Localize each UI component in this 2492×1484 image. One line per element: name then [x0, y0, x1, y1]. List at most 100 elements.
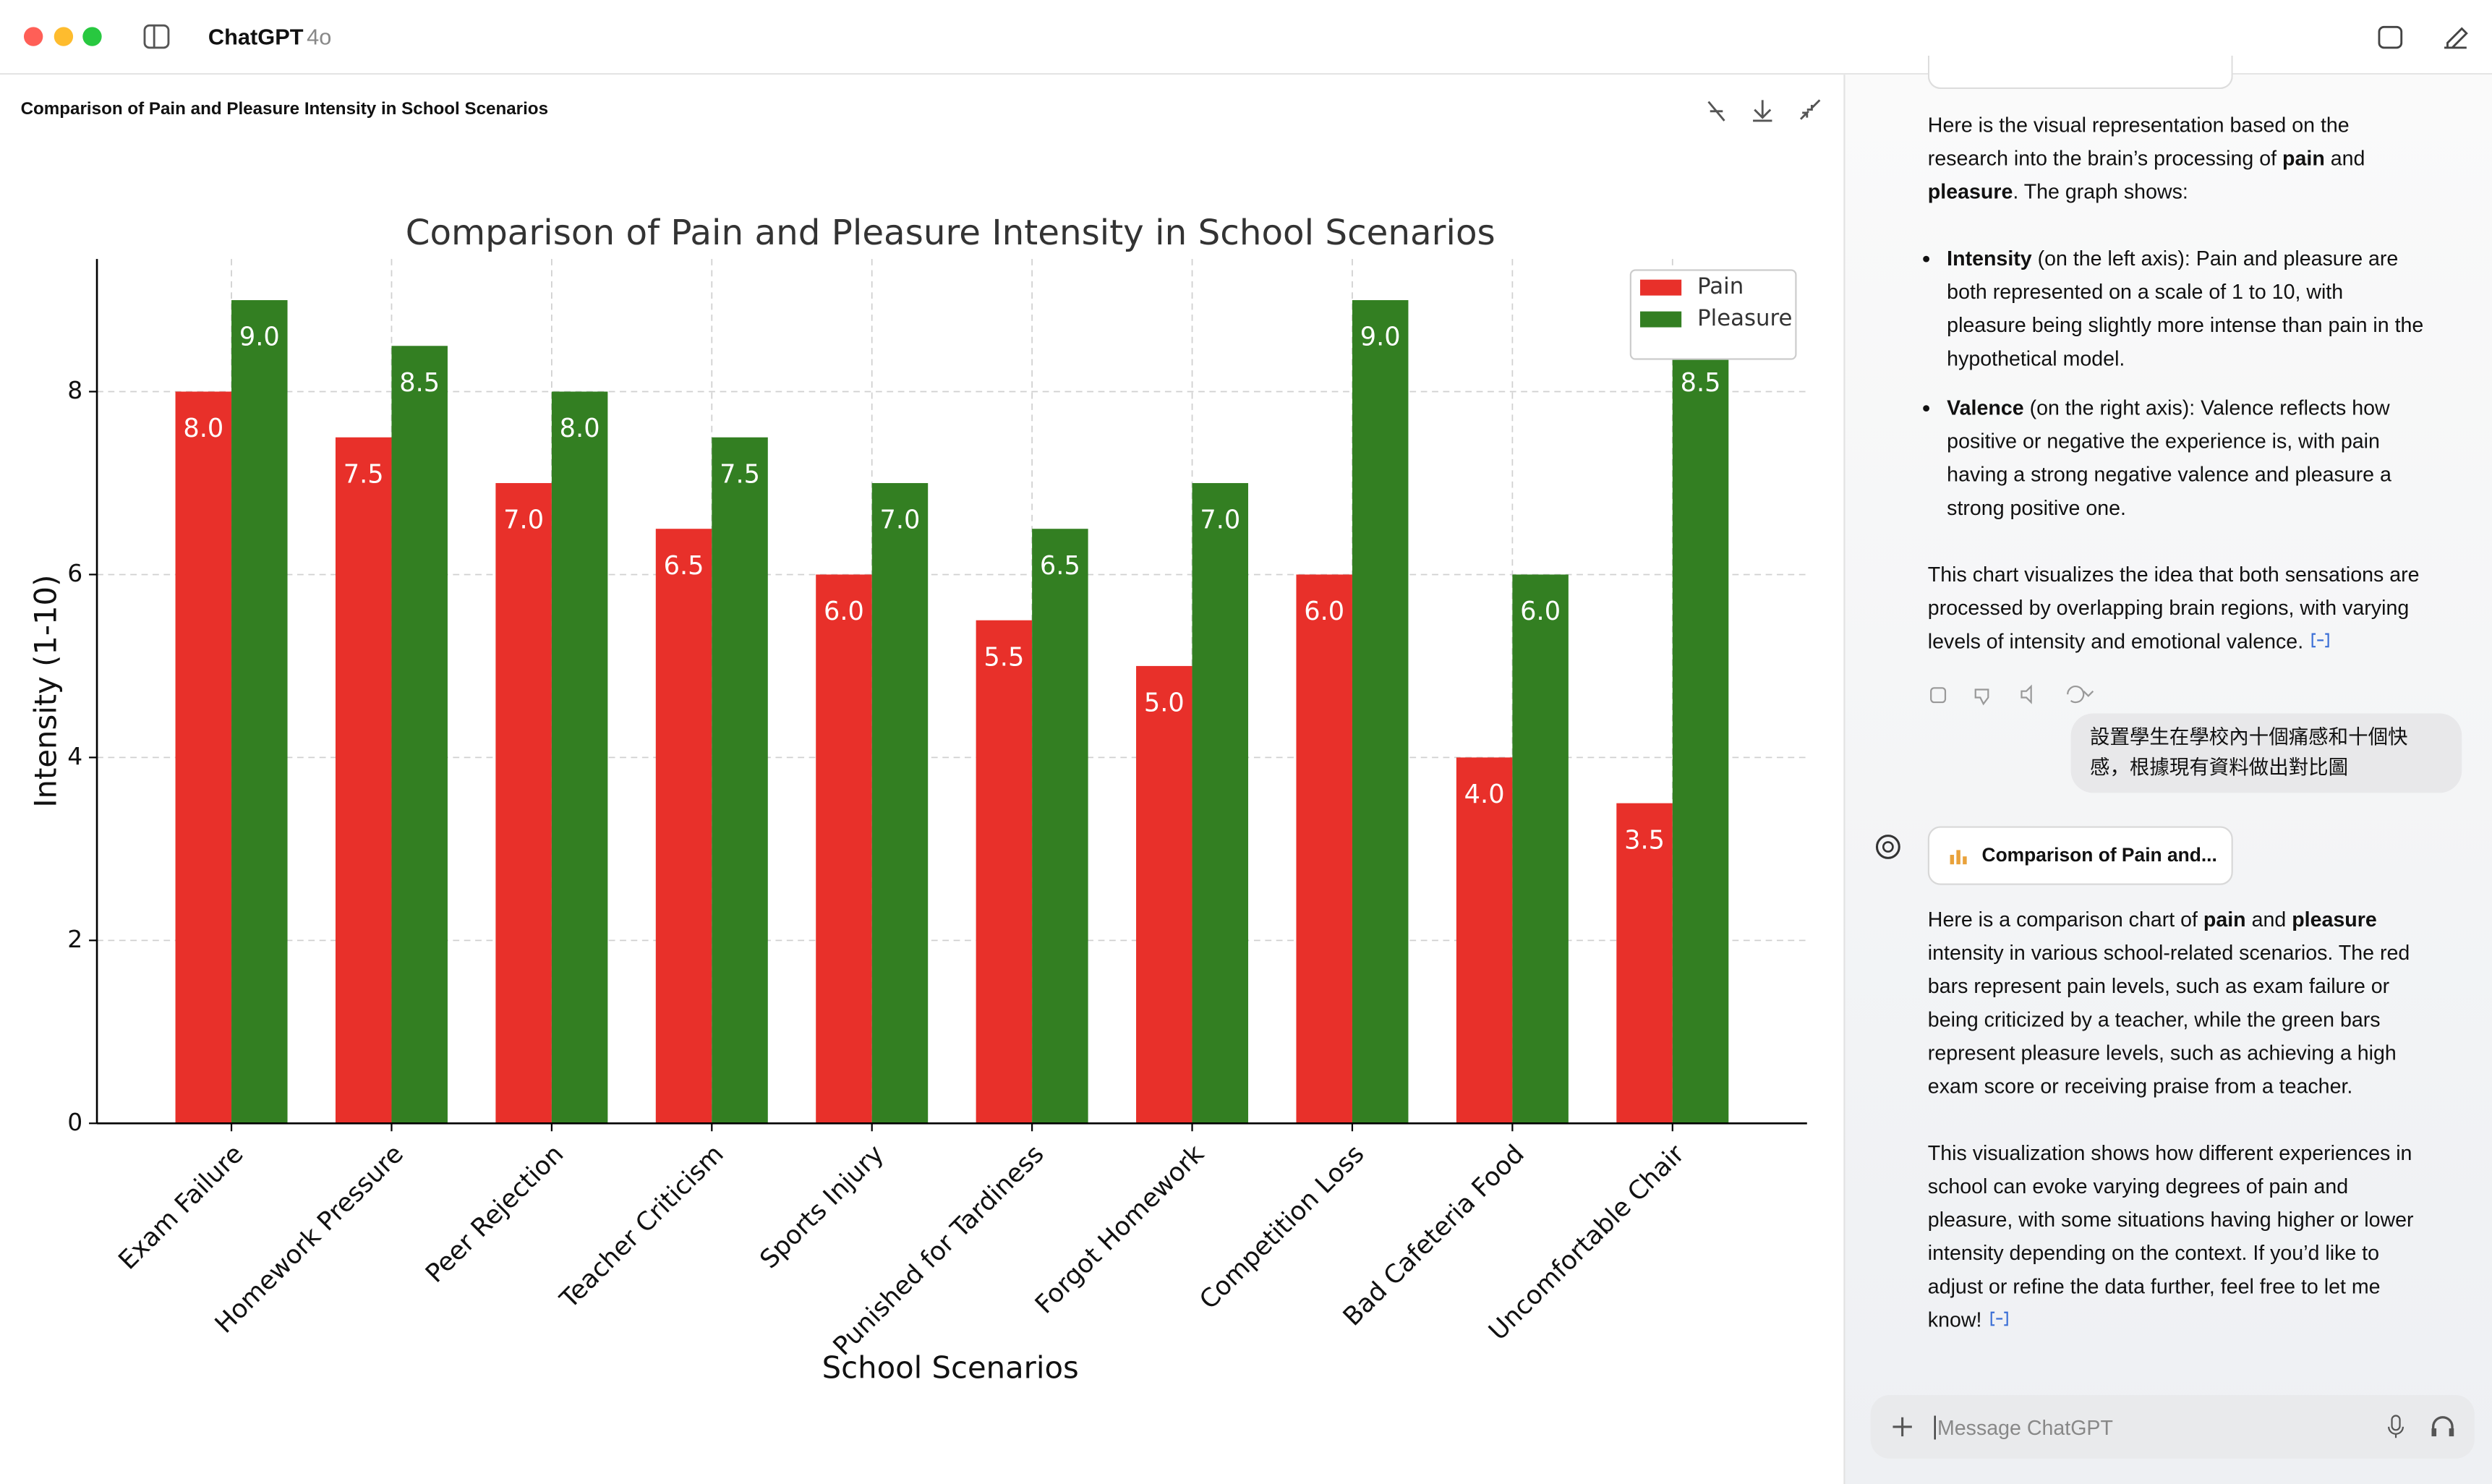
- text-run: This chart visualizes the idea that both…: [1927, 562, 2420, 653]
- bold-text: pleasure: [1927, 179, 2013, 204]
- text-run: Here is a comparison chart of: [1927, 907, 2203, 931]
- sidebar-toggle[interactable]: [143, 24, 170, 49]
- share-icon[interactable]: [2378, 25, 2403, 49]
- x-tick-label: Bad Cafeteria Food: [1337, 1139, 1529, 1331]
- toolbar-icons: [2378, 25, 2468, 49]
- close-button[interactable]: [23, 27, 43, 46]
- bar: [1296, 574, 1352, 1124]
- bar: [391, 346, 448, 1124]
- app-name[interactable]: ChatGPT: [208, 23, 304, 50]
- text-run: and: [2245, 907, 2292, 931]
- bar: [871, 482, 929, 1124]
- previous-card[interactable]: [1927, 55, 2233, 90]
- x-tick-label: Teacher Criticism: [554, 1139, 730, 1315]
- bold-text: Valence: [1947, 396, 2024, 420]
- bullet-item: Intensity (on the left axis): Pain and p…: [1947, 242, 2423, 375]
- bold-text: pain: [2203, 907, 2246, 931]
- bullet-item: Valence (on the right axis): Valence ref…: [1947, 391, 2423, 524]
- bar: [712, 437, 768, 1124]
- paragraph: Here is the visual representation based …: [1928, 108, 2424, 208]
- regenerate-icon[interactable]: [2067, 686, 2085, 704]
- minimize-button[interactable]: [54, 27, 74, 46]
- value-label: 7.0: [1200, 506, 1240, 535]
- bullet-list: Intensity (on the left axis): Pain and p…: [1928, 242, 2424, 524]
- mic-button[interactable]: [2391, 1415, 2401, 1431]
- bar: [976, 620, 1033, 1124]
- bar: [1456, 757, 1513, 1124]
- model-name[interactable]: 4o: [307, 23, 332, 50]
- chat-panel: Here is the visual representation based …: [1843, 55, 2492, 1484]
- bar: [335, 437, 392, 1124]
- text-run: This visualization shows how different e…: [1927, 1140, 2414, 1332]
- voice-mode-button[interactable]: [2432, 1416, 2454, 1432]
- input-placeholder: Message ChatGPT: [1934, 1415, 2113, 1440]
- text-run: . The graph shows:: [2013, 179, 2188, 204]
- user-message: 設置學生在學校內十個痛感和十個快感，根據現有資料做出對比圖: [2070, 713, 2462, 793]
- text-run: and: [2324, 146, 2365, 171]
- value-label: 6.0: [1520, 597, 1561, 626]
- value-label: 8.0: [560, 414, 600, 443]
- citation-icon[interactable]: [2309, 632, 2331, 648]
- bar: [1672, 346, 1729, 1124]
- y-tick-label: 8: [67, 376, 82, 404]
- value-label: 5.0: [1144, 688, 1185, 718]
- zoom-button[interactable]: [82, 27, 102, 46]
- value-label: 7.5: [343, 459, 384, 489]
- dislike-icon[interactable]: [1974, 688, 1989, 706]
- assistant-avatar: [1875, 835, 1900, 859]
- paragraph: This chart visualizes the idea that both…: [1928, 558, 2424, 657]
- y-tick-label: 4: [67, 742, 82, 770]
- legend-label: Pleasure: [1697, 305, 1792, 331]
- bar: [655, 529, 712, 1124]
- value-label: 8.5: [399, 368, 440, 398]
- x-tick-label: Exam Failure: [113, 1139, 249, 1275]
- bar: [231, 300, 288, 1124]
- y-tick-label: 6: [67, 559, 82, 587]
- download-icon[interactable]: [1753, 100, 1772, 122]
- bold-text: pain: [2282, 146, 2325, 171]
- value-label: 7.5: [720, 459, 760, 489]
- value-label: 3.5: [1624, 825, 1665, 855]
- window-controls: [23, 24, 170, 49]
- bar: [1032, 529, 1088, 1124]
- text-run: (on the left axis): Pain and pleasure ar…: [1947, 246, 2424, 370]
- legend-swatch: [1640, 311, 1682, 328]
- chart-card-icon: [1950, 850, 1967, 865]
- collapse-icon[interactable]: [1799, 99, 1821, 120]
- value-label: 9.0: [239, 323, 280, 352]
- read-aloud-icon[interactable]: [2021, 684, 2032, 704]
- title-bar: ChatGPT 4o: [0, 0, 2492, 75]
- bold-text: pleasure: [2292, 907, 2377, 931]
- chart: Comparison of Pain and Pleasure Intensit…: [27, 213, 1807, 1385]
- bar: [1192, 482, 1249, 1124]
- chart-card-title: Comparison of Pain and...: [1981, 843, 2217, 866]
- value-label: 7.0: [880, 506, 921, 535]
- value-label: 6.5: [1040, 551, 1080, 581]
- attach-button[interactable]: [1890, 1414, 1915, 1439]
- canvas-title: Comparison of Pain and Pleasure Intensit…: [20, 100, 549, 119]
- copy-icon[interactable]: [1930, 687, 1947, 704]
- y-tick-label: 0: [67, 1108, 82, 1136]
- chart-title: Comparison of Pain and Pleasure Intensit…: [406, 213, 1495, 253]
- value-label: 6.0: [824, 597, 864, 626]
- value-label: 8.0: [183, 414, 223, 443]
- y-tick-label: 2: [67, 925, 82, 953]
- value-label: 5.5: [983, 642, 1024, 672]
- paragraph: This visualization shows how different e…: [1928, 1136, 2424, 1336]
- assistant-message: Here is a comparison chart of pain and p…: [1928, 903, 2424, 1370]
- bar: [1352, 300, 1409, 1124]
- message-input[interactable]: Message ChatGPT: [1870, 1394, 2475, 1459]
- bar: [551, 391, 608, 1124]
- assistant-message: Here is the visual representation based …: [1928, 108, 2424, 691]
- chart-card[interactable]: Comparison of Pain and...: [1927, 826, 2233, 885]
- value-label: 8.5: [1681, 368, 1721, 398]
- value-label: 9.0: [1360, 323, 1401, 352]
- voice-buttons: [2388, 1415, 2454, 1438]
- citation-icon[interactable]: [1987, 1311, 2010, 1327]
- bar: [816, 574, 872, 1124]
- interactive-toggle[interactable]: [1707, 101, 1725, 121]
- new-chat-icon[interactable]: [2444, 27, 2468, 49]
- model-menu-icon[interactable]: [2083, 690, 2094, 697]
- text-run: (on the right axis): Valence reflects ho…: [1947, 396, 2391, 520]
